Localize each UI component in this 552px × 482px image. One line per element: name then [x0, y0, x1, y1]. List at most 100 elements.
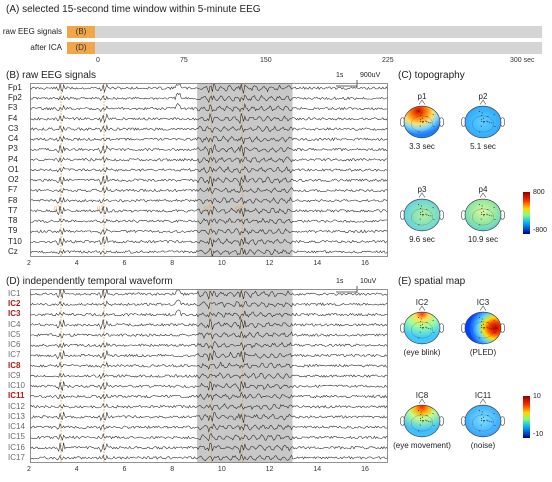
a-tick-0: 0 [96, 57, 100, 64]
head-map [403, 105, 441, 139]
raw-eeg-selection[interactable]: (B) [67, 26, 95, 38]
colorbar-max: 10 [533, 393, 541, 400]
channel-label: T10 [8, 236, 22, 246]
channel-label: F8 [8, 195, 18, 205]
channel-label: T9 [8, 226, 18, 236]
topography-title: p3 [417, 185, 427, 194]
channel-label: IC14 [8, 422, 25, 432]
signal-trace [30, 411, 388, 423]
b-scale-amp: 900uV [360, 72, 381, 79]
x-tick-label: 16 [361, 466, 369, 473]
signal-trace [30, 156, 388, 164]
channel-label: Fp2 [8, 93, 22, 103]
signal-trace [30, 92, 388, 103]
signal-trace [30, 205, 388, 217]
spatial-map-caption: (PLED) [469, 348, 497, 357]
channel-label: O1 [8, 164, 19, 174]
x-tick-label: 6 [122, 466, 127, 473]
channel-label: IC1 [8, 289, 21, 298]
channel-label: P4 [8, 154, 18, 164]
d-scale-amp: 10uV [360, 278, 377, 285]
signal-trace [30, 442, 388, 454]
plot-frame [30, 289, 388, 463]
channel-label: IC12 [8, 401, 25, 411]
raw-eeg-row-label: raw EEG signals [2, 27, 62, 36]
signal-trace [30, 380, 388, 393]
signal-trace [30, 289, 388, 300]
signal-trace [30, 309, 388, 321]
channel-label: P3 [8, 144, 18, 154]
raw-eeg-plot[interactable]: p1 p2 p3 p4 [30, 83, 388, 257]
signal-trace [30, 143, 388, 157]
x-tick-label: 2 [27, 466, 31, 473]
channel-label: T7 [8, 205, 18, 215]
d-scale-time: 1s [336, 278, 344, 285]
a-tick-75: 75 [180, 57, 188, 64]
x-tick-label: 2 [27, 260, 31, 267]
channel-label: IC5 [8, 329, 21, 339]
signal-trace [30, 330, 388, 340]
channel-label: O2 [8, 175, 19, 185]
x-tick-label: 8 [170, 260, 175, 267]
after-ica-selection[interactable]: (D) [67, 42, 95, 54]
colorbar-max: 800 [533, 189, 545, 196]
time-marker-label: p1 [54, 206, 61, 212]
ica-waveform-plot[interactable] [30, 289, 388, 463]
x-tick-label: 4 [74, 260, 79, 267]
channel-label: IC3 [8, 309, 21, 319]
channel-label: Fp1 [8, 83, 22, 92]
head-map [464, 404, 502, 438]
channel-label: F3 [8, 103, 18, 113]
x-tick-label: 10 [217, 466, 226, 473]
topography-title: p4 [478, 185, 488, 194]
head-map [464, 105, 502, 139]
channel-label: IC11 [8, 391, 25, 401]
signal-trace [30, 247, 388, 257]
channel-label: F7 [8, 185, 18, 195]
after-ica-timeline-bar[interactable] [67, 42, 542, 54]
plot-frame [30, 83, 388, 257]
channel-label: IC2 [8, 299, 21, 309]
topography-maps [400, 99, 530, 234]
panel-b-title: (B) raw EEG signals [6, 70, 97, 81]
signal-trace [30, 453, 388, 462]
head-map [464, 198, 502, 232]
topography-title: p1 [417, 92, 427, 101]
topography-time: 9.6 sec [409, 235, 435, 244]
b-scale-time: 1s [336, 72, 344, 79]
x-tick-label: 16 [361, 260, 369, 267]
x-tick-label: 8 [170, 466, 175, 473]
signal-trace [30, 236, 388, 247]
channel-label: T8 [8, 216, 18, 226]
spatial-map-title: IC11 [474, 391, 492, 400]
panel-a-title: (A) selected 15-second time window withi… [6, 4, 261, 15]
panel-d-title: (D) independently temporal waveform [6, 276, 173, 287]
signal-trace [30, 372, 388, 380]
signal-trace [30, 135, 388, 144]
spatial-map-title: IC8 [415, 391, 429, 400]
a-tick-150: 150 [260, 57, 272, 64]
raw-eeg-timeline-bar[interactable] [67, 26, 542, 38]
signal-trace [30, 112, 388, 125]
signal-trace [30, 185, 388, 195]
signal-trace [30, 166, 388, 174]
signal-trace [30, 124, 388, 134]
spatial-map-title: IC2 [415, 298, 429, 307]
signal-trace [30, 433, 388, 442]
topography-time: 5.1 sec [470, 142, 496, 151]
signal-trace [30, 175, 388, 187]
colorbar [523, 192, 530, 234]
x-tick-label: 10 [217, 260, 226, 267]
time-marker-label: p3 [204, 206, 211, 212]
panel-c-title: (C) topography [398, 70, 465, 81]
colorbar-min: -800 [533, 227, 548, 234]
channel-label: C4 [8, 134, 19, 144]
signal-trace [30, 341, 388, 351]
topography-time: 3.3 sec [409, 142, 435, 151]
highlight-window [197, 289, 293, 463]
channel-label: C3 [8, 123, 19, 133]
colorbar-min: -10 [533, 431, 544, 438]
signal-trace [30, 422, 388, 433]
x-tick-label: 6 [122, 260, 127, 267]
signal-trace [30, 227, 388, 236]
